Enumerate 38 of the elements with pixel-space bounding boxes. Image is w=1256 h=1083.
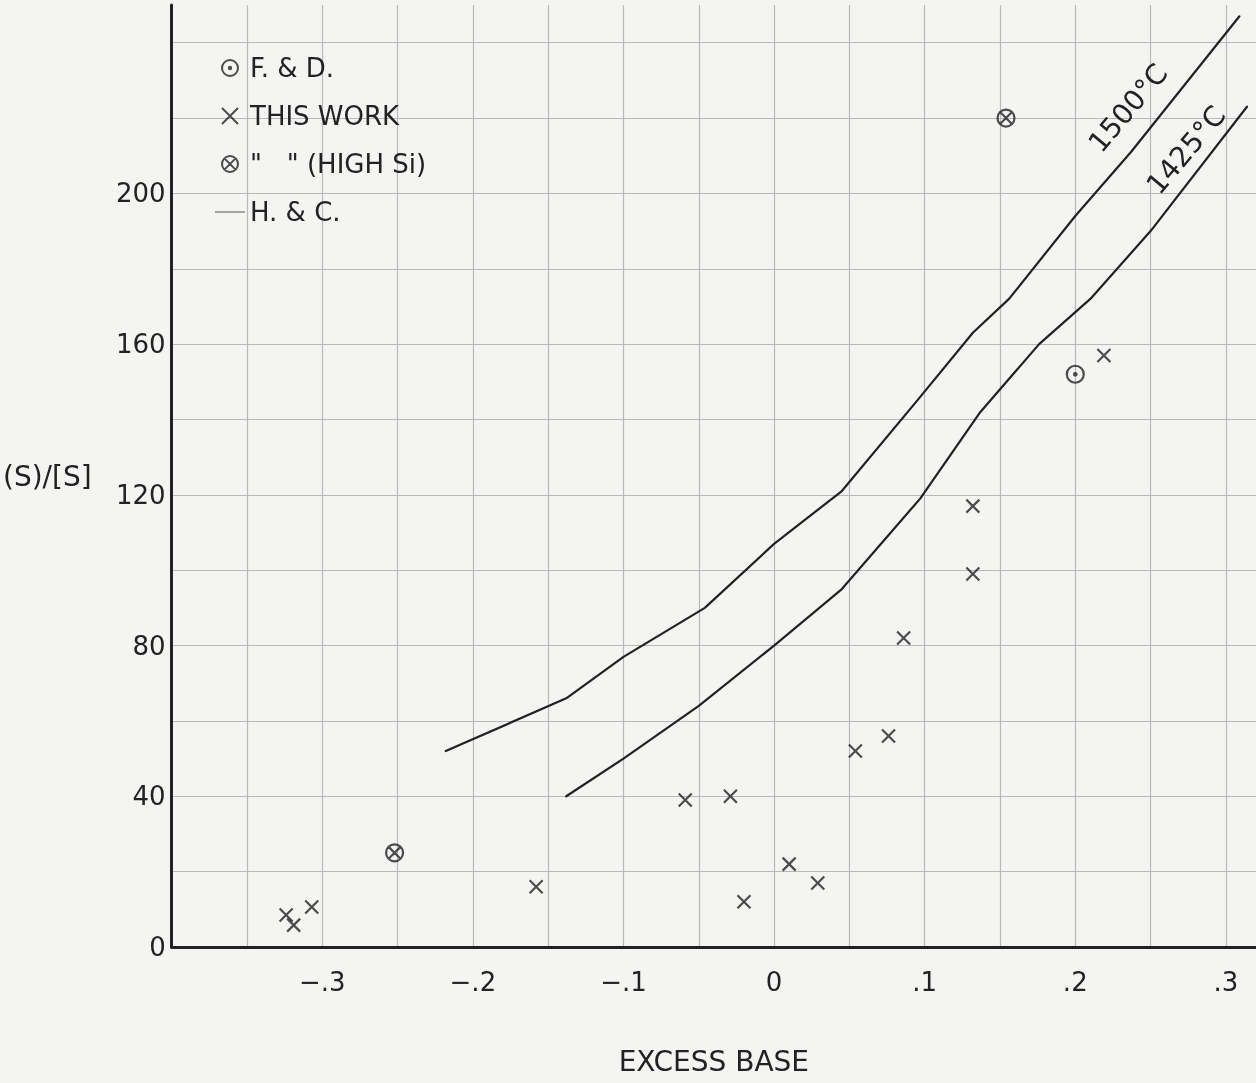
point <box>677 792 693 808</box>
point <box>384 843 405 863</box>
legend-label: " " (HIGH Si) <box>250 149 427 179</box>
point <box>286 917 302 933</box>
x-tick-label: −.3 <box>298 967 346 997</box>
point <box>965 566 981 582</box>
x-axis-title: EXCESS BASE <box>618 1044 810 1078</box>
x-tick-label: .3 <box>1213 967 1239 997</box>
y-tick-label: 120 <box>116 479 166 510</box>
point <box>810 875 826 891</box>
y-tick-label: 200 <box>116 178 166 209</box>
x-tick-label: .2 <box>1062 967 1088 997</box>
point <box>781 856 797 872</box>
point <box>278 907 294 923</box>
legend-label: F. & D. <box>250 53 335 83</box>
x-tick-label: −.2 <box>449 967 497 997</box>
y-tick-label: 160 <box>116 329 166 360</box>
x-tick-label: 0 <box>765 967 783 997</box>
x-tick-label: .1 <box>912 967 938 997</box>
point <box>1096 347 1112 364</box>
y-tick-label: 40 <box>132 781 166 812</box>
point <box>528 879 544 895</box>
point <box>965 498 981 514</box>
point <box>847 743 863 759</box>
point <box>895 630 912 646</box>
legend-label: H. & C. <box>250 197 341 227</box>
y-tick-label: 0 <box>149 932 166 962</box>
point <box>736 894 752 910</box>
point <box>996 108 1016 128</box>
y-tick-label: 80 <box>132 630 166 661</box>
point <box>722 788 738 804</box>
point <box>1065 364 1085 384</box>
legend-label: THIS WORK <box>249 101 401 131</box>
x-tick-label: −.1 <box>600 967 647 997</box>
y-axis-title: (S)/[S] <box>2 459 92 493</box>
point <box>880 728 897 744</box>
line-series <box>444 15 1241 753</box>
point <box>304 899 320 915</box>
